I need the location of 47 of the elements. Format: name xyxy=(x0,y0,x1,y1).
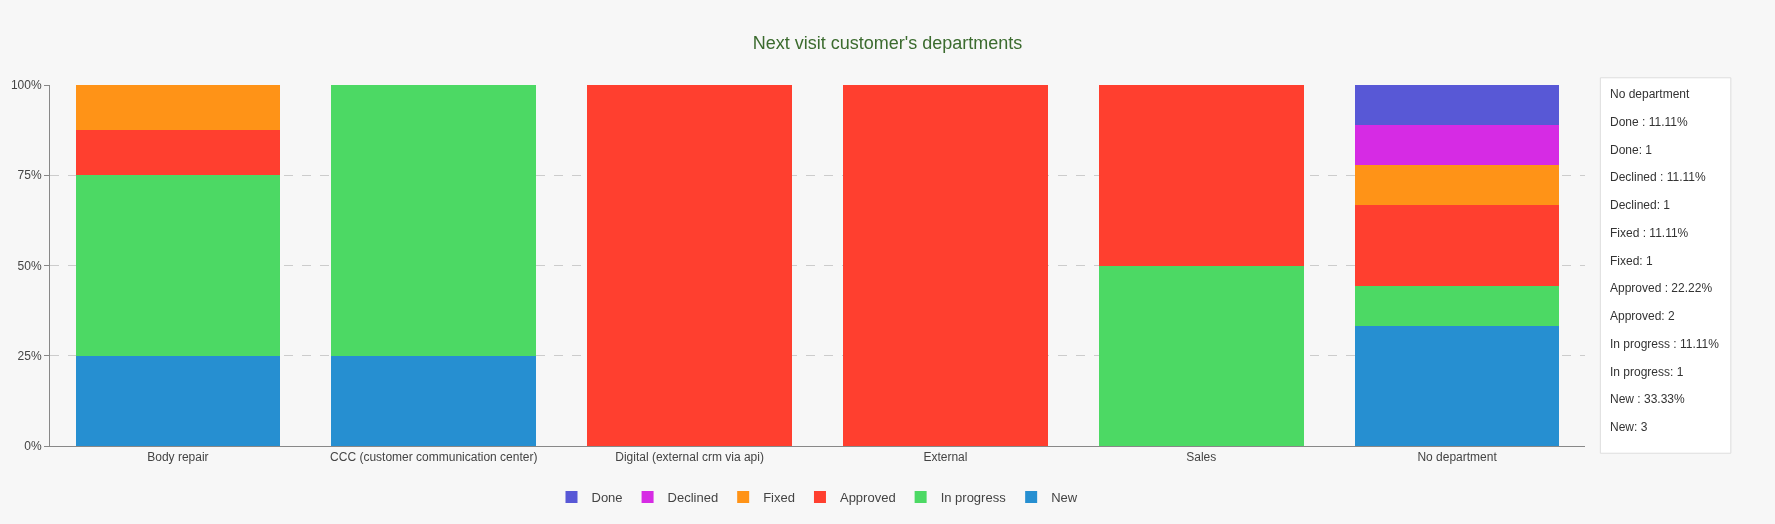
bar xyxy=(1354,205,1560,286)
text: Declined : 11.11% xyxy=(1610,170,1706,184)
text: In progress : 11.11% xyxy=(1610,337,1720,351)
bar xyxy=(75,85,281,131)
y-tick-label: 75% xyxy=(17,168,42,183)
bar xyxy=(331,85,537,356)
legend-label: Declined xyxy=(667,490,719,506)
bar xyxy=(75,130,281,176)
bar xyxy=(75,355,281,446)
text: In progress: 1 xyxy=(1610,365,1684,379)
x-tick-label: Digital (external crm via api) xyxy=(615,450,764,465)
text: Done: 1 xyxy=(1610,143,1653,157)
bar xyxy=(843,85,1048,446)
text: New : 33.33% xyxy=(1610,392,1686,406)
bar xyxy=(1354,125,1560,166)
bar xyxy=(1354,85,1560,126)
bar xyxy=(1354,165,1560,206)
y-tick-label: 50% xyxy=(17,258,42,273)
chart-title: Next visit customer's departments xyxy=(752,33,1023,54)
x-tick-label: Sales xyxy=(1186,450,1217,465)
y-tick-label: 100% xyxy=(10,78,42,93)
bar xyxy=(1354,285,1560,326)
y-tick-label: 25% xyxy=(17,348,42,363)
legend-label: Done xyxy=(591,490,623,506)
x-tick-label: External xyxy=(923,450,968,465)
x-tick-label: CCC (customer communication center) xyxy=(330,450,538,465)
text: New: 3 xyxy=(1610,420,1648,434)
legend-label: Approved xyxy=(839,490,896,506)
x-tick-label: Body repair xyxy=(147,450,209,465)
text: Fixed: 1 xyxy=(1610,254,1654,268)
legend-label: Fixed xyxy=(763,490,795,506)
y-tick-label: 0% xyxy=(24,439,42,454)
bar xyxy=(1354,325,1560,446)
bar xyxy=(75,175,281,356)
text: Fixed : 11.11% xyxy=(1610,226,1689,240)
legend-label: In progress xyxy=(940,490,1007,506)
text: Done : 11.11% xyxy=(1610,115,1688,129)
text: Declined: 1 xyxy=(1610,198,1671,212)
x-tick-label: No department xyxy=(1417,450,1498,465)
text: No department xyxy=(1610,87,1691,101)
legend-label: New xyxy=(1051,490,1078,506)
bar xyxy=(331,355,537,446)
text: Approved: 2 xyxy=(1610,309,1676,323)
bar xyxy=(587,85,792,446)
bar xyxy=(1098,265,1304,446)
bar xyxy=(1098,85,1304,266)
text: Approved : 22.22% xyxy=(1610,281,1713,295)
